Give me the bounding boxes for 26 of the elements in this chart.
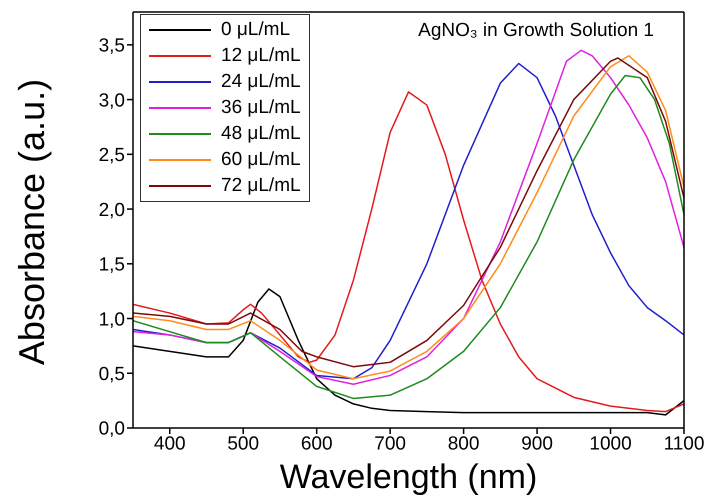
y-tick-label: 3,5 [98,36,125,57]
legend-label: 60 μL/mL [221,149,301,171]
x-tick-label: 800 [448,433,480,454]
legend-label: 48 μL/mL [221,123,301,145]
y-tick-label: 2,5 [98,145,125,166]
x-tick-label: 1000 [589,433,632,454]
y-tick-label: 1,5 [98,254,125,276]
y-tick-label: 3,0 [98,90,125,112]
x-tick-label: 900 [521,433,553,454]
legend-label: 0 μL/mL [221,19,290,41]
y-tick-label: 0,0 [98,418,125,440]
y-tick-label: 1,0 [98,309,125,330]
y-axis-title: Absorbance (a.u.) [11,78,52,366]
annotation: AgNO₃ in Growth Solution 1 [418,20,654,42]
x-axis-title: Wavelength (nm) [280,458,538,496]
x-tick-label: 400 [154,433,186,454]
legend-label: 36 μL/mL [221,97,301,119]
y-tick-label: 0,5 [98,364,125,386]
x-tick-label: 600 [300,433,333,454]
legend-label: 72 μL/mL [221,175,301,197]
x-tick-label: 700 [374,433,406,454]
legend-label: 12 μL/mL [221,45,301,67]
x-tick-label: 500 [227,433,260,454]
x-tick-label: 1100 [664,433,704,454]
y-tick-label: 2,0 [98,200,125,221]
legend-label: 24 μL/mL [221,71,301,93]
